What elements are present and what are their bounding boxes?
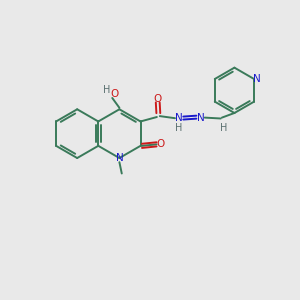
Text: N: N [175,113,183,124]
Text: O: O [110,89,119,99]
Text: H: H [103,85,110,95]
Text: O: O [157,140,165,149]
Text: H: H [220,123,227,133]
Text: N: N [253,74,261,84]
Text: N: N [197,112,204,123]
Text: N: N [116,153,123,163]
Text: H: H [176,123,183,133]
Text: O: O [154,94,162,104]
